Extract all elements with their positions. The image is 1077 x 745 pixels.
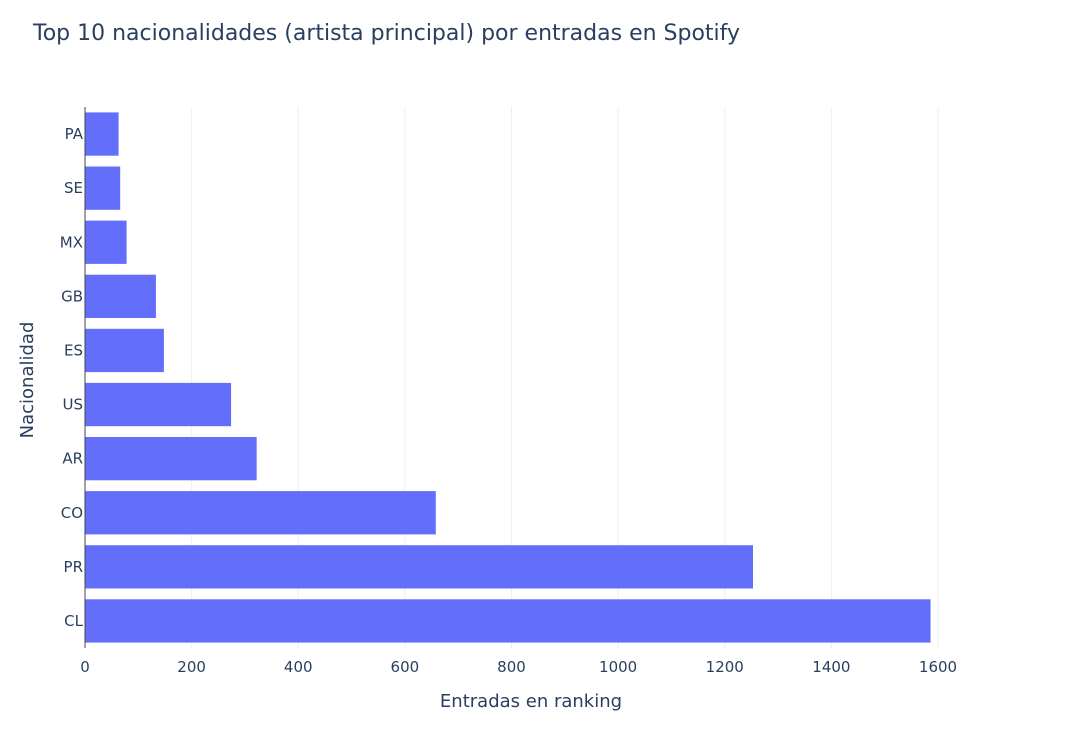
y-tick-labels: PA SE MX GB ES US AR CO PR CL xyxy=(60,125,84,630)
x-tick-label: 0 xyxy=(80,658,90,676)
y-tick-label: ES xyxy=(64,341,83,359)
y-axis-title: Nacionalidad xyxy=(17,322,38,439)
chart-title: Top 10 nacionalidades (artista principal… xyxy=(32,21,740,46)
bar-pa xyxy=(85,112,119,156)
x-tick-label: 1600 xyxy=(919,658,957,676)
x-tick-label: 1400 xyxy=(812,658,850,676)
x-tick-label: 1200 xyxy=(706,658,744,676)
gridlines xyxy=(191,107,939,648)
y-tick-label: SE xyxy=(64,179,83,197)
x-tick-label: 1000 xyxy=(599,658,637,676)
bar-ar xyxy=(85,437,257,481)
y-tick-label: MX xyxy=(60,233,83,251)
y-tick-label: AR xyxy=(62,450,83,468)
y-tick-label: PR xyxy=(64,558,83,576)
bar-pr xyxy=(85,545,754,589)
x-tick-label: 200 xyxy=(177,658,206,676)
x-tick-labels: 0 200 400 600 800 1000 1200 1400 1600 xyxy=(80,658,957,676)
bar-cl xyxy=(85,599,931,643)
bar-mx xyxy=(85,220,127,264)
x-tick-label: 400 xyxy=(284,658,313,676)
y-tick-label: US xyxy=(62,396,83,414)
x-tick-label: 800 xyxy=(497,658,526,676)
bar-co xyxy=(85,491,436,535)
bar-us xyxy=(85,382,232,427)
y-tick-label: CO xyxy=(61,504,83,522)
x-axis-title: Entradas en ranking xyxy=(440,691,622,712)
x-tick-label: 600 xyxy=(391,658,420,676)
y-tick-label: PA xyxy=(65,125,84,143)
bar-gb xyxy=(85,274,156,318)
y-tick-label: CL xyxy=(64,612,83,630)
bar-se xyxy=(85,166,121,210)
bars xyxy=(85,112,931,643)
bar-es xyxy=(85,328,164,373)
y-tick-label: GB xyxy=(61,287,83,305)
